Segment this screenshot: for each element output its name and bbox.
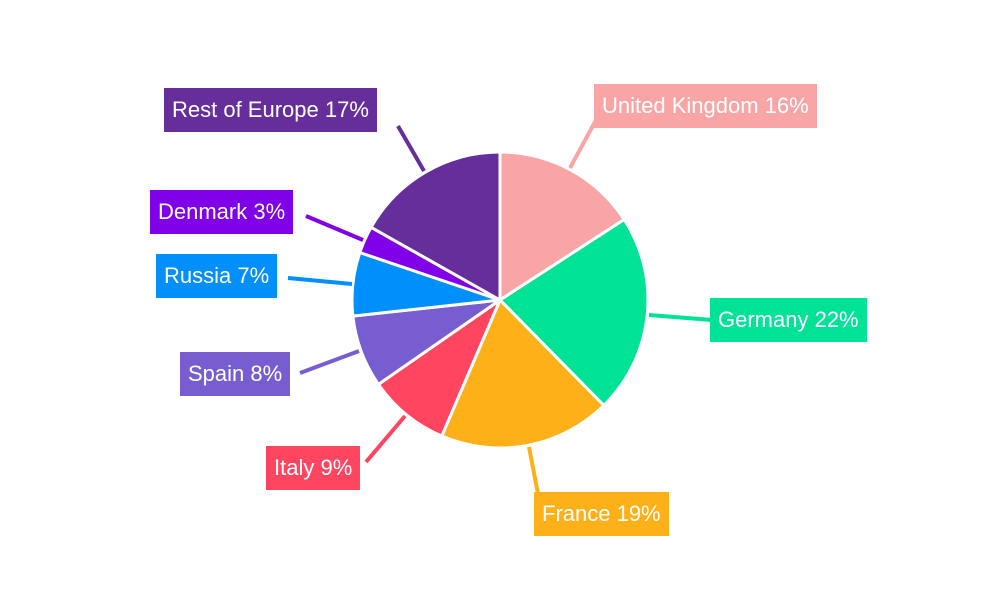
data-label: Spain 8% — [180, 352, 291, 396]
leader-line — [527, 446, 540, 495]
leader-line — [364, 414, 407, 464]
leader-line — [299, 349, 360, 375]
data-label: Denmark 3% — [150, 190, 294, 234]
pie-slice-italy[interactable] — [376, 295, 504, 439]
data-label: Rest of Europe 17% — [164, 88, 377, 132]
leader-line — [396, 124, 426, 173]
data-label: Germany 22% — [710, 298, 867, 342]
pie-slice-france[interactable] — [439, 297, 606, 450]
data-label: United Kingdom 16% — [594, 84, 817, 128]
data-label: France 19% — [534, 492, 669, 536]
leader-line — [648, 313, 713, 322]
pie-slice-germany[interactable] — [497, 217, 650, 408]
leader-line — [287, 276, 353, 286]
leader-line — [305, 214, 364, 242]
data-label: Italy 9% — [266, 446, 361, 490]
leader-line — [568, 119, 598, 169]
pie-slice-rest-of-europe[interactable] — [369, 150, 502, 303]
pie-slice-united-kingdom[interactable] — [498, 150, 627, 303]
data-label: Russia 7% — [156, 254, 278, 298]
